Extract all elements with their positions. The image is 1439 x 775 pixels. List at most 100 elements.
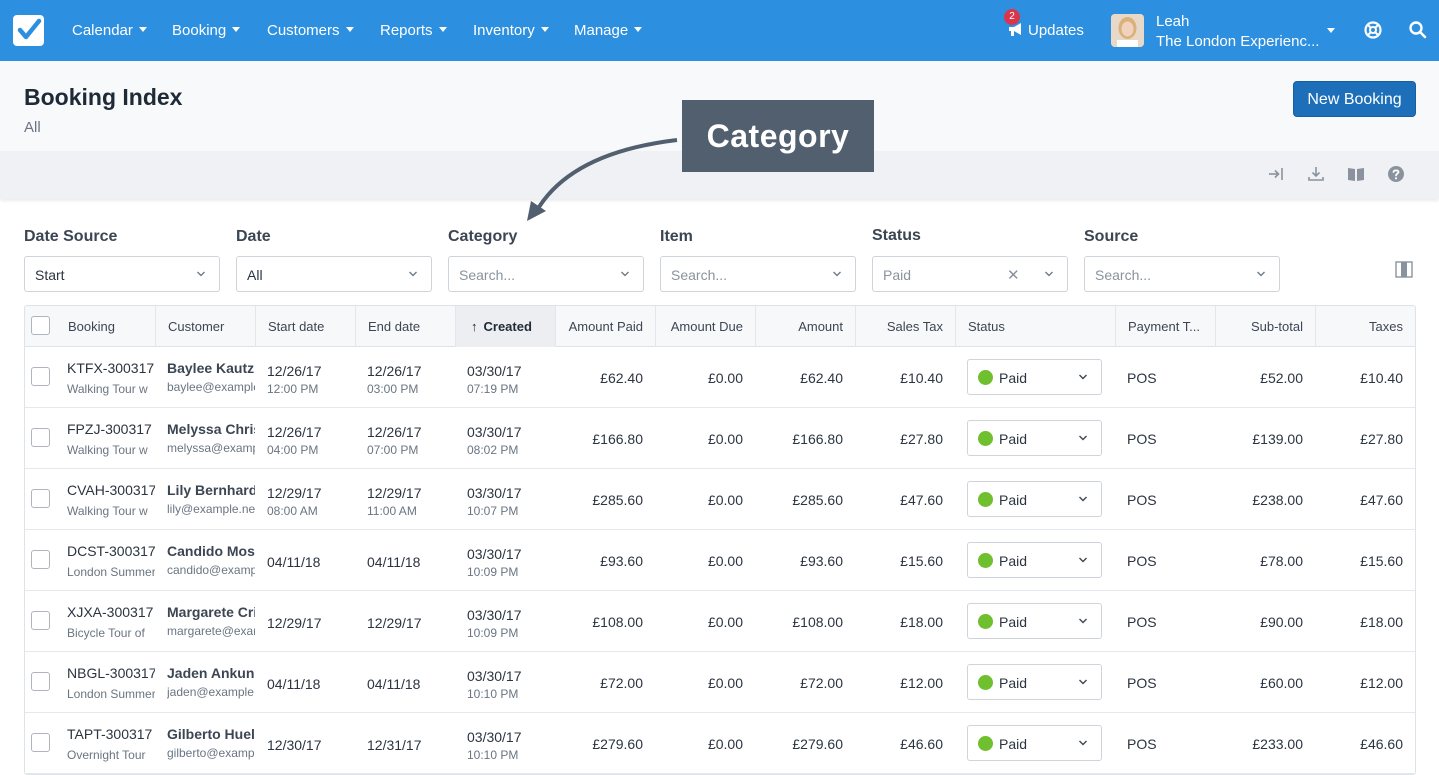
col-start-date[interactable]: Start date bbox=[268, 319, 325, 334]
date-source-select[interactable]: Start bbox=[24, 256, 220, 292]
payment-type: POS bbox=[1127, 553, 1157, 569]
table-row[interactable]: CVAH-300317 Walking Tour w Lily Bernhard… bbox=[25, 469, 1415, 530]
nav-customers[interactable]: Customers bbox=[267, 22, 354, 39]
sort-up-arrow-icon: ↑ bbox=[471, 319, 478, 334]
col-end-date[interactable]: End date bbox=[368, 319, 421, 334]
source-select[interactable]: Search... bbox=[1084, 256, 1280, 292]
col-status[interactable]: Status bbox=[968, 319, 1005, 334]
start-date: 04/11/18 bbox=[267, 676, 321, 692]
col-customer[interactable]: Customer bbox=[168, 319, 225, 334]
row-checkbox[interactable] bbox=[31, 733, 50, 752]
amount: £72.00 bbox=[800, 675, 843, 691]
search-icon[interactable] bbox=[1408, 20, 1428, 40]
customer-name[interactable]: Baylee Kautz bbox=[167, 360, 255, 376]
booking-code[interactable]: KTFX-300317 bbox=[67, 360, 155, 376]
status-select[interactable]: Paid bbox=[967, 359, 1102, 395]
columns-toggle-icon[interactable] bbox=[1395, 261, 1413, 278]
nav-calendar[interactable]: Calendar bbox=[72, 22, 147, 39]
select-all-checkbox[interactable] bbox=[31, 316, 50, 335]
customer-name[interactable]: Gilberto Huels bbox=[167, 726, 255, 742]
col-created[interactable]: ↑ Created bbox=[471, 319, 532, 334]
start-time: 08:00 AM bbox=[267, 504, 318, 518]
table-row[interactable]: NBGL-300317 London Summer Jaden Ankundin… bbox=[25, 652, 1415, 713]
row-checkbox[interactable] bbox=[31, 367, 50, 386]
start-time: 12:00 PM bbox=[267, 382, 319, 396]
col-taxes[interactable]: Taxes bbox=[1369, 319, 1403, 334]
row-checkbox[interactable] bbox=[31, 428, 50, 447]
nav-reports[interactable]: Reports bbox=[380, 22, 447, 39]
avatar[interactable] bbox=[1111, 14, 1144, 47]
booking-item: London Summer bbox=[67, 687, 155, 701]
end-date: 12/26/17 bbox=[367, 424, 422, 440]
booking-code[interactable]: DCST-300317 bbox=[67, 543, 155, 559]
chevron-down-icon bbox=[621, 271, 629, 277]
booking-code[interactable]: NBGL-300317 bbox=[67, 665, 155, 681]
help-question-icon[interactable] bbox=[1387, 165, 1405, 183]
table-row[interactable]: TAPT-300317 Overnight Tour Gilberto Huel… bbox=[25, 713, 1415, 774]
customer-email: candido@example bbox=[167, 563, 255, 577]
import-icon[interactable] bbox=[1267, 165, 1285, 183]
app-logo-checkbox-icon[interactable] bbox=[13, 15, 44, 46]
amount-paid: £72.00 bbox=[600, 675, 643, 691]
start-date: 12/30/17 bbox=[267, 737, 322, 753]
status-select[interactable]: Paid bbox=[967, 725, 1102, 761]
customer-email: margarete@example bbox=[167, 624, 255, 638]
row-checkbox[interactable] bbox=[31, 489, 50, 508]
created-time: 07:19 PM bbox=[467, 382, 519, 396]
col-amount-due[interactable]: Amount Due bbox=[670, 319, 743, 334]
booking-item: Overnight Tour bbox=[67, 748, 146, 762]
amount-paid: £166.80 bbox=[592, 431, 643, 447]
table-row[interactable]: DCST-300317 London Summer Candido Moss c… bbox=[25, 530, 1415, 591]
new-booking-button[interactable]: New Booking bbox=[1293, 81, 1416, 117]
status-select[interactable]: Paid bbox=[967, 481, 1102, 517]
col-amount[interactable]: Amount bbox=[798, 319, 843, 334]
date-label: Date bbox=[236, 228, 271, 245]
download-icon[interactable] bbox=[1307, 165, 1325, 183]
col-amount-paid[interactable]: Amount Paid bbox=[568, 319, 643, 334]
table-row[interactable]: XJXA-300317 Bicycle Tour of Margarete Cr… bbox=[25, 591, 1415, 652]
created-date: 03/30/17 bbox=[467, 424, 522, 440]
status-select[interactable]: Paid bbox=[967, 420, 1102, 456]
chevron-down-icon[interactable] bbox=[1327, 28, 1335, 33]
status-select[interactable]: Paid bbox=[967, 542, 1102, 578]
created-date: 03/30/17 bbox=[467, 363, 522, 379]
status-select[interactable]: Paid bbox=[967, 664, 1102, 700]
book-guide-icon[interactable] bbox=[1347, 165, 1365, 183]
item-select[interactable]: Search... bbox=[660, 256, 856, 292]
date-select[interactable]: All bbox=[236, 256, 432, 292]
customer-name[interactable]: Melyssa Christ bbox=[167, 421, 255, 437]
customer-name[interactable]: Lily Bernhard bbox=[167, 482, 255, 498]
taxes: £10.40 bbox=[1360, 370, 1403, 386]
customer-name[interactable]: Margarete Crist bbox=[167, 604, 255, 620]
col-sub-total[interactable]: Sub-total bbox=[1250, 319, 1303, 334]
col-booking[interactable]: Booking bbox=[68, 319, 115, 334]
chevron-down-icon bbox=[634, 27, 643, 32]
booking-code[interactable]: XJXA-300317 bbox=[67, 604, 154, 620]
table-row[interactable]: KTFX-300317 Walking Tour w Baylee Kautz … bbox=[25, 347, 1415, 408]
created-date: 03/30/17 bbox=[467, 729, 522, 745]
booking-code[interactable]: CVAH-300317 bbox=[67, 482, 155, 498]
nav-booking[interactable]: Booking bbox=[172, 22, 241, 39]
status-select[interactable]: Paid bbox=[967, 603, 1102, 639]
chevron-down-icon bbox=[438, 27, 447, 32]
payment-type: POS bbox=[1127, 492, 1157, 508]
row-checkbox[interactable] bbox=[31, 672, 50, 691]
col-payment-type[interactable]: Payment T... bbox=[1128, 319, 1201, 334]
status-filter-select[interactable]: Paid ✕ bbox=[872, 256, 1068, 292]
table-row[interactable]: FPZJ-300317 Walking Tour w Melyssa Chris… bbox=[25, 408, 1415, 469]
booking-code[interactable]: FPZJ-300317 bbox=[67, 421, 152, 437]
booking-code[interactable]: TAPT-300317 bbox=[67, 726, 153, 742]
row-checkbox[interactable] bbox=[31, 550, 50, 569]
user-name[interactable]: Leah bbox=[1156, 13, 1190, 30]
category-select[interactable]: Search... bbox=[448, 256, 644, 292]
updates-button[interactable]: Updates bbox=[1008, 22, 1084, 39]
customer-name[interactable]: Jaden Ankunding bbox=[167, 665, 255, 681]
clear-icon[interactable]: ✕ bbox=[1007, 267, 1020, 284]
help-lifebuoy-icon[interactable] bbox=[1363, 20, 1383, 40]
user-organization[interactable]: The London Experienc... bbox=[1156, 33, 1320, 50]
row-checkbox[interactable] bbox=[31, 611, 50, 630]
col-sales-tax[interactable]: Sales Tax bbox=[886, 319, 943, 334]
nav-inventory[interactable]: Inventory bbox=[473, 22, 549, 39]
nav-manage[interactable]: Manage bbox=[574, 22, 643, 39]
customer-name[interactable]: Candido Moss bbox=[167, 543, 255, 559]
